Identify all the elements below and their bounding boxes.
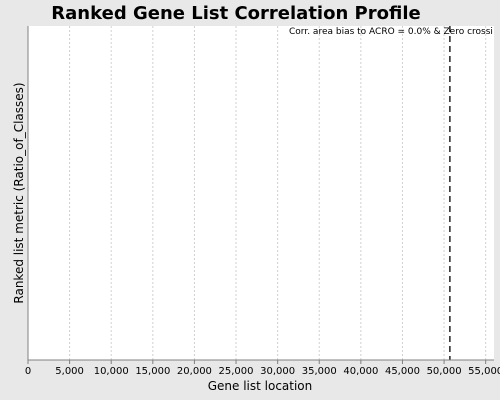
x-tick-label: 45,000	[385, 366, 420, 377]
y-axis-label: Ranked list metric (Ratio_of_Classes)	[12, 82, 26, 303]
correlation-annotation: Corr. area bias to ACRO = 0.0% & Zero cr…	[289, 27, 493, 37]
x-tick-label: 50,000	[427, 366, 462, 377]
x-tick-label: 10,000	[94, 366, 129, 377]
x-tick-label: 20,000	[177, 366, 212, 377]
x-tick-label: 15,000	[135, 366, 170, 377]
x-tick-label: 35,000	[302, 366, 337, 377]
chart-title: Ranked Gene List Correlation Profile	[51, 3, 420, 24]
x-tick-label: 5,000	[55, 366, 84, 377]
plot-area	[28, 26, 494, 360]
x-axis-label: Gene list location	[208, 379, 313, 393]
x-tick-label: 25,000	[219, 366, 254, 377]
x-tick-label: 0	[25, 366, 31, 377]
x-tick-label: 30,000	[260, 366, 295, 377]
x-tick-label: 55,000	[468, 366, 500, 377]
x-tick-label: 40,000	[343, 366, 378, 377]
x-axis-ticks: 0 5,000 10,000 15,000 20,000 25,000 30,000 35,0…	[25, 360, 500, 377]
